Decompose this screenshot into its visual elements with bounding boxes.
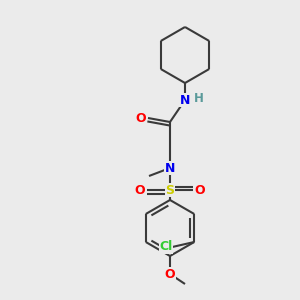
Text: O: O <box>195 184 205 196</box>
Text: O: O <box>135 184 145 196</box>
Text: O: O <box>165 268 175 281</box>
Text: S: S <box>166 184 175 196</box>
Text: N: N <box>165 161 175 175</box>
Text: N: N <box>180 94 190 106</box>
Text: O: O <box>136 112 146 124</box>
Text: Cl: Cl <box>160 241 173 254</box>
Text: H: H <box>194 92 204 104</box>
